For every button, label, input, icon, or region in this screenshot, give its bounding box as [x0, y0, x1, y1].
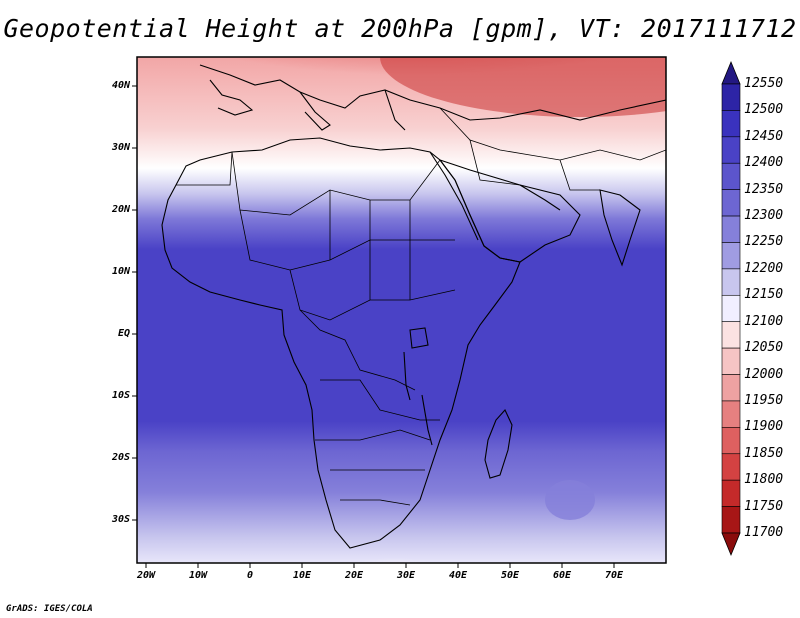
colorbar-label: 12200: [744, 260, 784, 276]
lon-label-20e: 20E: [344, 570, 364, 581]
credit-text: GrADS: IGES/COLA: [6, 604, 93, 614]
lon-label-50e: 50E: [500, 570, 520, 581]
colorbar-label: 11700: [744, 525, 784, 540]
lon-label-70e: 70E: [604, 570, 624, 581]
lat-label-10n: 10N: [111, 266, 130, 277]
colorbar-label: 12100: [744, 313, 784, 329]
colorbar-label: 11750: [744, 498, 784, 514]
lat-label-20n: 20N: [111, 204, 130, 215]
colorbar-label: 12150: [744, 287, 784, 303]
lon-label-60e: 60E: [552, 570, 572, 581]
colorbar-label: 12000: [744, 366, 784, 382]
lat-label-40n: 40N: [111, 80, 130, 91]
lat-label-10s: 10S: [111, 390, 130, 401]
lat-label-eq: EQ: [117, 328, 130, 339]
lat-label-30n: 30N: [111, 142, 130, 153]
plot-frame: [136, 56, 667, 564]
colorbar-label: 11950: [744, 392, 784, 408]
lon-label-0: 0: [246, 570, 254, 581]
colorbar-label: 12400: [744, 155, 784, 171]
colorbar-label: 11850: [744, 445, 784, 461]
field-shading: [137, 57, 666, 563]
colorbar-label: 12050: [744, 340, 784, 356]
colorbar-label: 11800: [744, 472, 784, 488]
colorbar-label: 12350: [744, 181, 784, 197]
colorbar-label: 12300: [744, 208, 784, 224]
colorbar-label: 11900: [744, 419, 784, 435]
lat-label-30s: 30S: [111, 514, 130, 525]
lon-label-30e: 30E: [396, 570, 416, 581]
colorbar-label: 12550: [744, 76, 784, 91]
colorbar-label: 12450: [744, 128, 784, 144]
country-borders: [176, 107, 666, 506]
axis-ticks: [132, 85, 615, 568]
lon-label-20w: 20W: [136, 570, 156, 581]
lon-label-40e: 40E: [448, 570, 468, 581]
lat-label-20s: 20S: [111, 452, 130, 463]
lon-label-10w: 10W: [188, 570, 208, 581]
colorbar-label: 12500: [744, 102, 784, 118]
chart-title: Geopotential Height at 200hPa [gpm], VT:…: [3, 14, 797, 43]
colorbar-label: 12250: [744, 234, 784, 250]
lon-label-10e: 10E: [292, 570, 312, 581]
